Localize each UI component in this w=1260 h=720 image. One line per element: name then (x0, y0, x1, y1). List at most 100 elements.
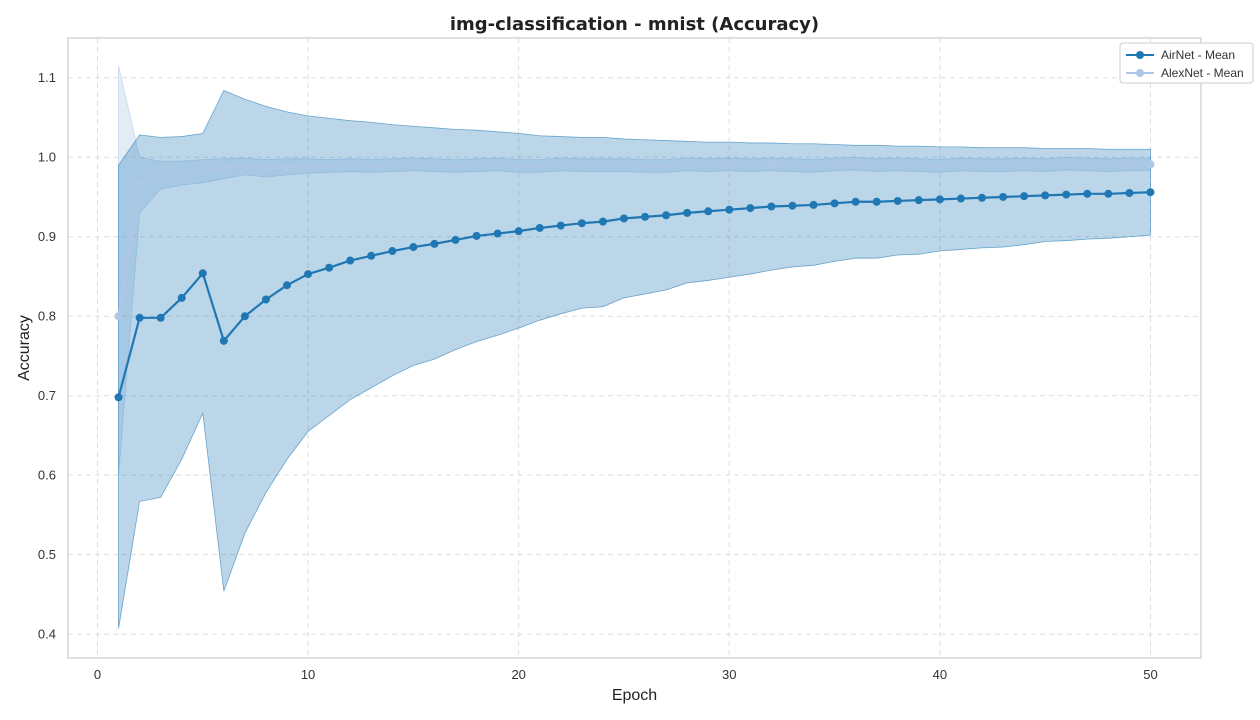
alexnet-data-point (956, 160, 965, 169)
alexnet-data-point (388, 161, 397, 170)
legend-label-airnet: AirNet - Mean (1161, 48, 1235, 62)
alexnet-data-point (788, 161, 797, 170)
alexnet-data-point (977, 161, 986, 170)
airnet-data-point (1104, 189, 1113, 198)
alexnet-data-point (746, 161, 755, 170)
airnet-data-point (409, 243, 418, 252)
y-axis-label: Accuracy (16, 315, 33, 381)
airnet-data-point (493, 229, 502, 238)
x-tick-label: 30 (722, 667, 736, 682)
airnet-data-point (1062, 190, 1071, 199)
alexnet-data-point (1125, 160, 1134, 169)
airnet-data-point (641, 212, 650, 221)
alexnet-data-point (114, 312, 123, 321)
legend-item-alexnet: AlexNet - Mean (1126, 66, 1244, 80)
y-tick-label: 0.4 (38, 627, 56, 642)
y-tick-label: 0.7 (38, 388, 56, 403)
alexnet-data-point (1104, 161, 1113, 170)
airnet-data-point (514, 227, 523, 236)
airnet-data-point (809, 200, 818, 209)
x-tick-label: 50 (1143, 667, 1157, 682)
alexnet-data-point (430, 161, 439, 170)
airnet-data-point (914, 196, 923, 205)
alexnet-data-point (767, 160, 776, 169)
airnet-data-point (283, 281, 292, 290)
x-axis-label: Epoch (612, 687, 657, 704)
alexnet-data-point (156, 169, 165, 178)
alexnet-data-point (577, 161, 586, 170)
alexnet-data-point (683, 160, 692, 169)
airnet-data-point (1020, 192, 1029, 201)
alexnet-data-point (619, 161, 628, 170)
airnet-data-point (346, 256, 355, 265)
alexnet-data-point (999, 161, 1008, 170)
alexnet-data-point (556, 160, 565, 169)
x-tick-label: 40 (933, 667, 947, 682)
airnet-data-point (388, 247, 397, 256)
legend-marker-alexnet (1136, 69, 1144, 77)
alexnet-data-point (367, 161, 376, 170)
legend-marker-airnet (1136, 51, 1144, 59)
confidence-bands (118, 65, 1151, 629)
airnet-data-point (683, 208, 692, 217)
airnet-data-point (872, 197, 881, 206)
airnet-data-point (177, 293, 186, 302)
alexnet-data-point (1146, 160, 1155, 169)
airnet-data-point (1083, 189, 1092, 198)
alexnet-data-point (830, 160, 839, 169)
x-tick-label: 0 (94, 667, 101, 682)
alexnet-data-point (725, 160, 734, 169)
airnet-data-point (556, 221, 565, 230)
alexnet-data-point (914, 161, 923, 170)
plot-area (67, 37, 1202, 659)
airnet-data-point (325, 263, 334, 272)
grid (68, 38, 1201, 658)
legend: AirNet - Mean AlexNet - Mean (1119, 42, 1254, 84)
x-ticks: 0 10 20 30 40 50 (94, 667, 1158, 682)
y-tick-label: 1.0 (38, 150, 56, 165)
alexnet-data-point (283, 162, 292, 171)
airnet-data-point (704, 207, 713, 216)
airnet-data-point (662, 211, 671, 220)
x-tick-label: 10 (301, 667, 315, 682)
airnet-data-point (788, 201, 797, 210)
airnet-data-point (240, 312, 249, 321)
airnet-data-point (746, 204, 755, 213)
airnet-data-point (851, 197, 860, 206)
airnet-data-point (261, 295, 270, 304)
alexnet-data-point (872, 161, 881, 170)
alexnet-data-point (346, 161, 355, 170)
alexnet-data-point (1020, 160, 1029, 169)
airnet-data-point (977, 193, 986, 202)
alexnet-data-point (135, 180, 144, 189)
alexnet-data-point (304, 161, 313, 170)
alexnet-data-point (893, 160, 902, 169)
y-ticks: 0.4 0.5 0.6 0.7 0.8 0.9 1.0 1.1 (38, 70, 56, 641)
airnet-data-point (725, 205, 734, 214)
y-tick-label: 1.1 (38, 70, 56, 85)
alexnet-data-point (493, 160, 502, 169)
legend-label-alexnet: AlexNet - Mean (1161, 66, 1244, 80)
airnet-data-point (999, 192, 1008, 201)
alexnet-data-point (177, 169, 186, 178)
airnet-data-point (451, 235, 460, 244)
airnet-data-point (535, 223, 544, 232)
series-points (114, 159, 1155, 402)
alexnet-data-point (662, 161, 671, 170)
y-tick-label: 0.6 (38, 468, 56, 483)
alexnet-data-point (809, 161, 818, 170)
airnet-data-point (114, 393, 123, 402)
alexnet-data-point (451, 161, 460, 170)
alexnet-data-point (935, 161, 944, 170)
y-tick-label: 0.5 (38, 547, 56, 562)
y-tick-label: 0.9 (38, 229, 56, 244)
alexnet-data-point (598, 161, 607, 170)
airnet-data-point (198, 269, 207, 278)
airnet-data-point (598, 217, 607, 226)
alexnet-data-point (1083, 160, 1092, 169)
alexnet-data-point (514, 161, 523, 170)
airnet-data-point (767, 202, 776, 211)
alexnet-data-point (851, 159, 860, 168)
